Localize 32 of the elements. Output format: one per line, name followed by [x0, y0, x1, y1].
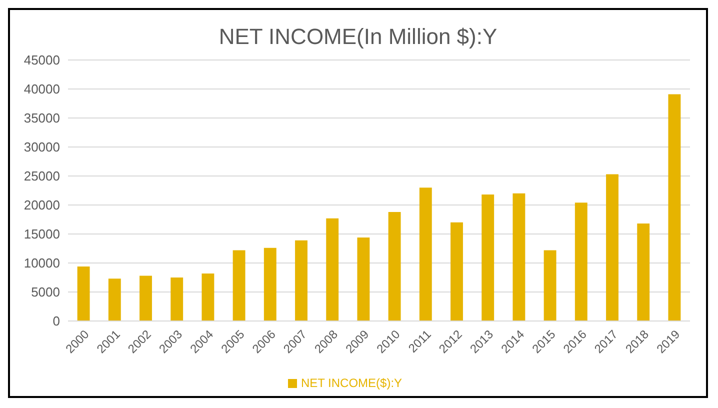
- bar: [77, 266, 90, 321]
- legend-label: NET INCOME($):Y: [300, 376, 402, 390]
- bar: [357, 237, 370, 321]
- bar: [108, 278, 121, 321]
- bar: [574, 202, 588, 321]
- bar: [512, 193, 526, 321]
- y-tick-label: 15000: [24, 226, 60, 242]
- y-tick-label: 45000: [24, 52, 60, 68]
- bar: [544, 250, 556, 321]
- y-tick-label: 10000: [24, 256, 60, 271]
- bar: [264, 248, 276, 321]
- chart-title: NET INCOME(In Million $):Y: [218, 24, 498, 50]
- y-tick-label: 35000: [24, 110, 60, 126]
- bar: [482, 194, 494, 321]
- bar: [606, 174, 618, 321]
- bar: [326, 218, 339, 321]
- y-tick-label: 20000: [24, 198, 60, 213]
- y-tick-label: 0: [52, 314, 60, 329]
- y-tick-label: 30000: [24, 140, 60, 155]
- bar: [419, 188, 432, 321]
- bar: [232, 250, 246, 321]
- bar: [140, 276, 152, 321]
- bar: [202, 273, 214, 321]
- y-tick-label: 40000: [24, 82, 60, 97]
- y-tick-label: 25000: [24, 168, 60, 184]
- bar: [637, 224, 650, 321]
- bar: [668, 94, 681, 321]
- bar: [388, 212, 401, 321]
- bar: [295, 240, 308, 321]
- bar: [170, 278, 184, 321]
- y-tick-label: 5000: [31, 284, 60, 300]
- bar: [450, 222, 463, 321]
